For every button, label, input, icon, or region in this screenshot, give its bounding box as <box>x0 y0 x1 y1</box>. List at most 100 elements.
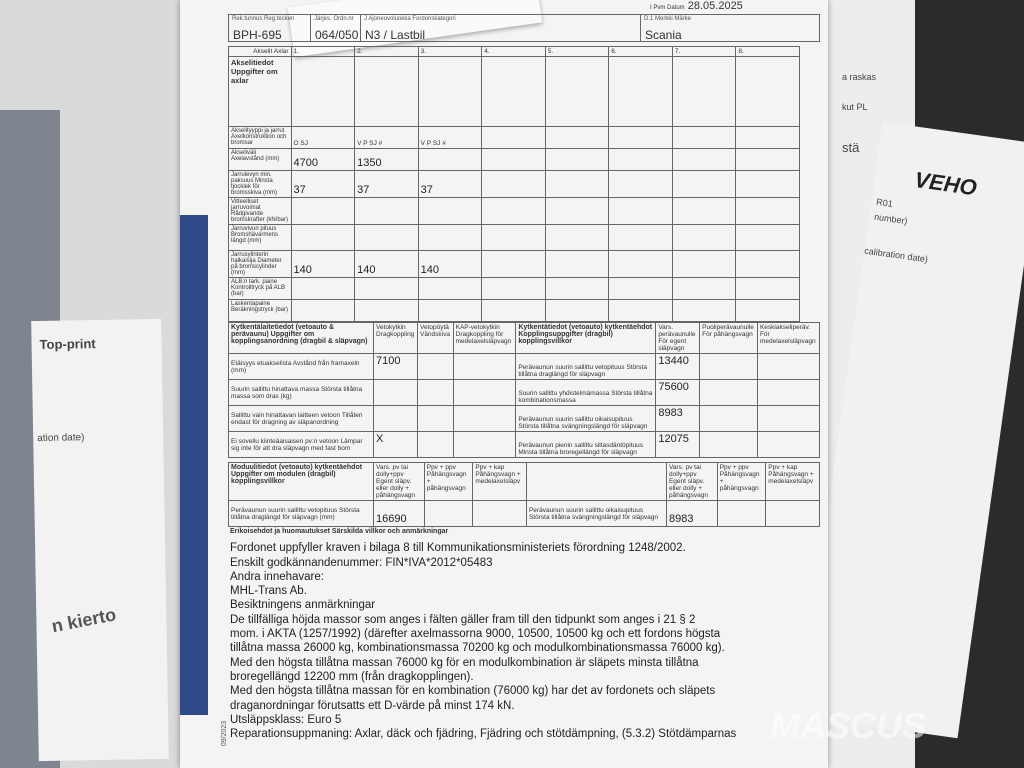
axle-row-label: Laskentapaine Beräkningstryck (bar) <box>228 299 292 322</box>
coupling-value: X <box>373 431 418 458</box>
header-fields: Rek.tunnus Reg.tecken BPH-695 Järjes. Ord… <box>228 14 820 42</box>
empty-cell <box>452 379 517 406</box>
empty-cell <box>423 500 474 527</box>
coupling-head: Vetokytkin Dragkoppling <box>373 322 418 354</box>
right-text: calibration date) <box>863 245 929 265</box>
axle-value <box>481 126 546 149</box>
blue-strip <box>180 215 208 715</box>
coupling-row-label: Sallittu vain hinattavan laitteen vetoon… <box>228 405 374 432</box>
axle-value <box>290 197 356 225</box>
reg-value: BPH-695 <box>233 28 282 42</box>
axle-row-label: Akseliväli Axelavstånd (mm) <box>228 148 292 171</box>
module-title: Moduulitiedot (vetoauto) kytkentäehdot U… <box>228 462 374 501</box>
seq-value: 064/050 <box>315 28 359 42</box>
coupling-value2: 75600 <box>655 379 701 406</box>
module-head: Vars. pv tai dolly+ppv Egent släpv. elle… <box>373 462 425 501</box>
remark-line: Besiktningens anmärkningar <box>230 599 376 612</box>
module-row-label2: Perävaunun suurin sallittu oikaisupituus… <box>525 500 667 527</box>
axle-value: 37 <box>417 170 483 198</box>
axle-value <box>290 299 356 322</box>
axle-type-cell <box>417 56 483 127</box>
module-row-label: Perävaunun suurin sallittu vetopituus St… <box>228 500 374 527</box>
empty-cell <box>416 405 454 432</box>
axle-value <box>544 250 610 278</box>
date-label: I Pvm Datum <box>650 5 685 11</box>
right-text: number) <box>873 211 909 227</box>
coupling-head: Vetopöytä Vändskiva <box>416 322 454 354</box>
axle-value <box>671 148 737 171</box>
axle-value: O SJ <box>290 126 356 149</box>
top-print-label: Top-print <box>39 336 96 353</box>
axle-value: 140 <box>354 250 419 278</box>
axle-value <box>544 126 610 149</box>
empty-cell <box>699 431 758 458</box>
axle-value <box>417 299 483 322</box>
empty-cell <box>416 379 454 406</box>
axle-value: 140 <box>417 250 483 278</box>
remark-line: De tillfälliga höjda massor som anges i … <box>230 613 696 626</box>
remark-line: Utsläppsklass: Euro 5 <box>230 713 342 726</box>
coupling-head2: Vars. perävaunulle För egent släpvagn <box>655 322 701 354</box>
coupling-value2: 13440 <box>655 353 701 380</box>
remark-line: Med den högsta tillåtna massan för en ko… <box>230 685 716 698</box>
empty-cell <box>416 431 454 458</box>
axle-table: Akselit Axlar 1. 2. 3. 4. 5. 6. 7. 8. Akselitiedo… <box>228 46 800 322</box>
empty-cell <box>699 379 758 406</box>
axle-row-label: Jarrusylinterin halkaisija Diameter på b… <box>228 250 292 278</box>
remark-line: tillåtna massa 26000 kg, kombinationsmas… <box>230 642 725 655</box>
axle-value <box>481 277 546 300</box>
coupling-row-label2: Suurin sallittu yhdistelmämassa Största … <box>515 379 657 406</box>
axle-value <box>671 250 737 278</box>
axle-column-header: 2. <box>354 46 419 57</box>
axle-row-label: Akselityyppi ja jarrut Axelkonstruktion … <box>228 126 292 149</box>
remark-line: Fordonet uppfyller kraven i bilaga 8 til… <box>230 542 686 555</box>
coupling-row-label: Suurin sallittu hinattava massa Största … <box>228 379 374 406</box>
axle-value <box>481 148 546 171</box>
date-value: 28.05.2025 <box>687 0 743 12</box>
axle-type-cell <box>608 56 673 127</box>
axle-column-header: 4. <box>481 46 546 57</box>
empty-cell <box>756 353 821 380</box>
axle-column-header: 7. <box>671 46 737 57</box>
coupling-head: KAP-vetokytkin Dragkoppling för medelaxe… <box>452 322 517 354</box>
axle-value <box>608 197 673 225</box>
remark-line: MHL-Trans Ab. <box>230 585 307 598</box>
axle-value <box>290 224 356 251</box>
axle-value <box>544 148 610 171</box>
axle-row-label: Jarruvivun pituus Bromshävarmens längd (… <box>228 224 292 251</box>
coupling-value: 7100 <box>373 353 418 380</box>
empty-cell <box>452 431 517 458</box>
coupling-head2: Keskiakseliperäv. För medelaxelsläpvagn <box>756 322 821 354</box>
axle-value: 37 <box>290 170 356 198</box>
axle-row-label: Jarrulevyn min. paksuus Minsta tjocklek … <box>228 170 292 198</box>
coupling-value <box>373 405 418 432</box>
empty-cell <box>452 353 517 380</box>
empty-cell <box>756 431 821 458</box>
axle-value <box>735 277 800 300</box>
axle-value <box>354 197 419 225</box>
axle-value <box>735 250 800 278</box>
axle-column-header: 5. <box>544 46 610 57</box>
module-head: Ppv + kap Påhängsvagn + medelaxelsläpv <box>472 462 527 501</box>
coupling-row-label2: Perävaunun suurin sallittu vetopituus St… <box>515 353 657 380</box>
right-text: a raskas <box>842 72 877 82</box>
axle-value <box>417 197 483 225</box>
veho-logo: VEHO <box>913 166 979 201</box>
empty-cell <box>756 379 821 406</box>
axle-value <box>608 126 673 149</box>
axle-value <box>671 170 737 198</box>
coupling-table: Kytkentälaitetiedot (vetoauto & perävaun… <box>228 322 821 458</box>
coupling-value2: 8983 <box>655 405 701 432</box>
make-label: D.1 Merkki Märke <box>644 16 692 22</box>
axle-value <box>290 277 356 300</box>
coupling-title2: Kytkentätiedot (vetoauto) kytkentäehdot … <box>515 322 657 354</box>
axle-value <box>544 299 610 322</box>
axle-value <box>671 277 737 300</box>
axle-type-cell <box>671 56 737 127</box>
axle-column-header: 3. <box>417 46 483 57</box>
remark-line: broregellängd 12200 mm (från dragkopplin… <box>230 670 474 683</box>
axle-value <box>608 250 673 278</box>
module-head2: Vars. pv tai dolly+ppv Egent släpv. elle… <box>665 462 718 501</box>
coupling-head2: Puoliperävaunulle För påhängsvagn <box>699 322 758 354</box>
axle-value <box>671 299 737 322</box>
